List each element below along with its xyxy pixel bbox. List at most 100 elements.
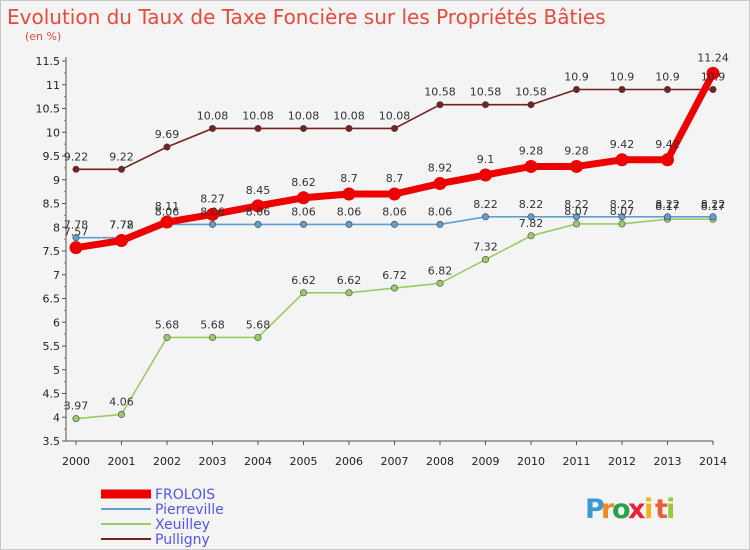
data-point-frolois: [706, 66, 720, 80]
data-label-pierreville: 8.22: [701, 198, 726, 211]
data-label-pulligny: 9.69: [155, 128, 180, 141]
x-tick-label: 2000: [62, 455, 90, 468]
data-label-frolois: 8.7: [340, 172, 358, 185]
data-label-frolois: 9.28: [564, 144, 589, 157]
y-tick-label: 11.5: [36, 55, 61, 68]
data-label-pulligny: 10.9: [564, 71, 589, 84]
data-label-pierreville: 8.06: [155, 205, 180, 218]
data-point-pierreville: [209, 220, 217, 228]
data-point-pulligny: [72, 165, 80, 173]
y-tick-label: 7: [53, 269, 60, 282]
data-label-pulligny: 10.58: [424, 86, 456, 99]
data-label-xeuilley: 6.72: [382, 269, 407, 282]
data-label-pulligny: 10.9: [610, 71, 635, 84]
data-label-pierreville: 8.22: [564, 198, 589, 211]
x-tick-label: 2013: [654, 455, 682, 468]
y-tick-label: 4.5: [43, 388, 61, 401]
data-label-xeuilley: 7.82: [519, 217, 544, 230]
y-tick-label: 7.5: [43, 245, 61, 258]
y-tick-label: 5.5: [43, 340, 61, 353]
data-label-pulligny: 10.58: [515, 86, 547, 99]
data-label-frolois: 8.45: [246, 184, 271, 197]
data-label-frolois: 9.1: [477, 153, 495, 166]
data-label-pierreville: 7.78: [109, 219, 134, 232]
data-label-frolois: 11.24: [697, 51, 729, 64]
data-label-xeuilley: 6.82: [428, 264, 453, 277]
data-label-pulligny: 9.22: [64, 150, 89, 163]
x-tick-label: 2003: [199, 455, 227, 468]
data-point-pulligny: [118, 165, 126, 173]
series-layer: [69, 66, 720, 423]
data-point-xeuilley: [527, 232, 535, 240]
data-label-xeuilley: 5.68: [200, 318, 225, 331]
data-point-frolois: [570, 159, 583, 173]
data-point-pierreville: [481, 213, 489, 221]
data-label-pierreville: 8.06: [291, 205, 316, 218]
data-label-frolois: 8.7: [386, 172, 404, 185]
data-label-xeuilley: 8.17: [655, 200, 680, 213]
data-label-xeuilley: 6.62: [337, 274, 362, 287]
y-tick-label: 9.5: [43, 150, 61, 163]
data-point-xeuilley: [72, 415, 80, 423]
data-point-frolois: [524, 159, 538, 173]
data-label-xeuilley: 5.68: [246, 318, 271, 331]
x-tick-label: 2010: [517, 455, 545, 468]
logo-letter: o: [612, 494, 631, 525]
data-label-pulligny: 9.22: [109, 150, 134, 163]
legend-label-frolois: FROLOIS: [155, 487, 215, 503]
data-point-frolois: [115, 234, 128, 248]
data-point-pierreville: [390, 220, 398, 228]
legend-label-pulligny: Pulligny: [155, 532, 210, 548]
data-label-pulligny: 10.08: [379, 109, 411, 122]
logo-letter: t: [655, 494, 668, 525]
data-point-pierreville: [709, 213, 717, 221]
logo-letter: i: [644, 494, 653, 525]
y-tick-label: 4: [53, 411, 60, 424]
data-point-frolois: [388, 187, 401, 201]
y-tick-label: 10.5: [36, 103, 61, 116]
data-point-pierreville: [663, 213, 671, 221]
data-label-pierreville: 8.22: [519, 198, 544, 211]
logo-letter: r: [601, 494, 615, 525]
data-point-frolois: [297, 191, 310, 205]
data-point-xeuilley: [209, 333, 217, 341]
data-label-pulligny: 10.08: [242, 109, 274, 122]
data-point-pulligny: [663, 86, 671, 94]
data-point-pierreville: [299, 220, 307, 228]
data-point-frolois: [661, 153, 674, 167]
chart-title: Evolution du Taux de Taxe Foncière sur l…: [7, 5, 606, 29]
data-label-pierreville: 8.06: [200, 205, 225, 218]
data-label-pulligny: 10.08: [333, 109, 365, 122]
data-point-xeuilley: [572, 220, 580, 228]
data-label-pierreville: 8.06: [337, 205, 362, 218]
logo-letter: x: [628, 494, 645, 525]
data-point-pierreville: [436, 220, 444, 228]
data-label-pulligny: 10.58: [470, 86, 502, 99]
chart-subtitle: (en %): [25, 30, 61, 43]
data-label-xeuilley: 3.97: [64, 400, 89, 413]
data-point-pulligny: [163, 143, 171, 151]
x-tick-label: 2006: [335, 455, 363, 468]
data-point-xeuilley: [345, 289, 353, 297]
data-point-frolois: [479, 168, 492, 182]
y-tick-label: 6.5: [43, 293, 61, 306]
data-point-pierreville: [572, 213, 580, 221]
data-label-xeuilley: 7.32: [473, 241, 498, 254]
data-point-pulligny: [709, 86, 717, 94]
data-label-pierreville: 8.06: [428, 205, 453, 218]
data-point-pulligny: [481, 101, 489, 109]
data-point-pulligny: [390, 124, 398, 132]
data-label-frolois: 8.92: [428, 162, 453, 175]
y-tick-label: 10: [46, 126, 60, 139]
data-label-pierreville: 8.22: [473, 198, 498, 211]
data-point-xeuilley: [481, 256, 489, 264]
legend-label-xeuilley: Xeuilley: [155, 517, 210, 533]
data-point-pierreville: [254, 220, 262, 228]
data-point-pierreville: [527, 213, 535, 221]
data-point-frolois: [206, 207, 219, 221]
data-label-pulligny: 10.9: [701, 71, 726, 84]
